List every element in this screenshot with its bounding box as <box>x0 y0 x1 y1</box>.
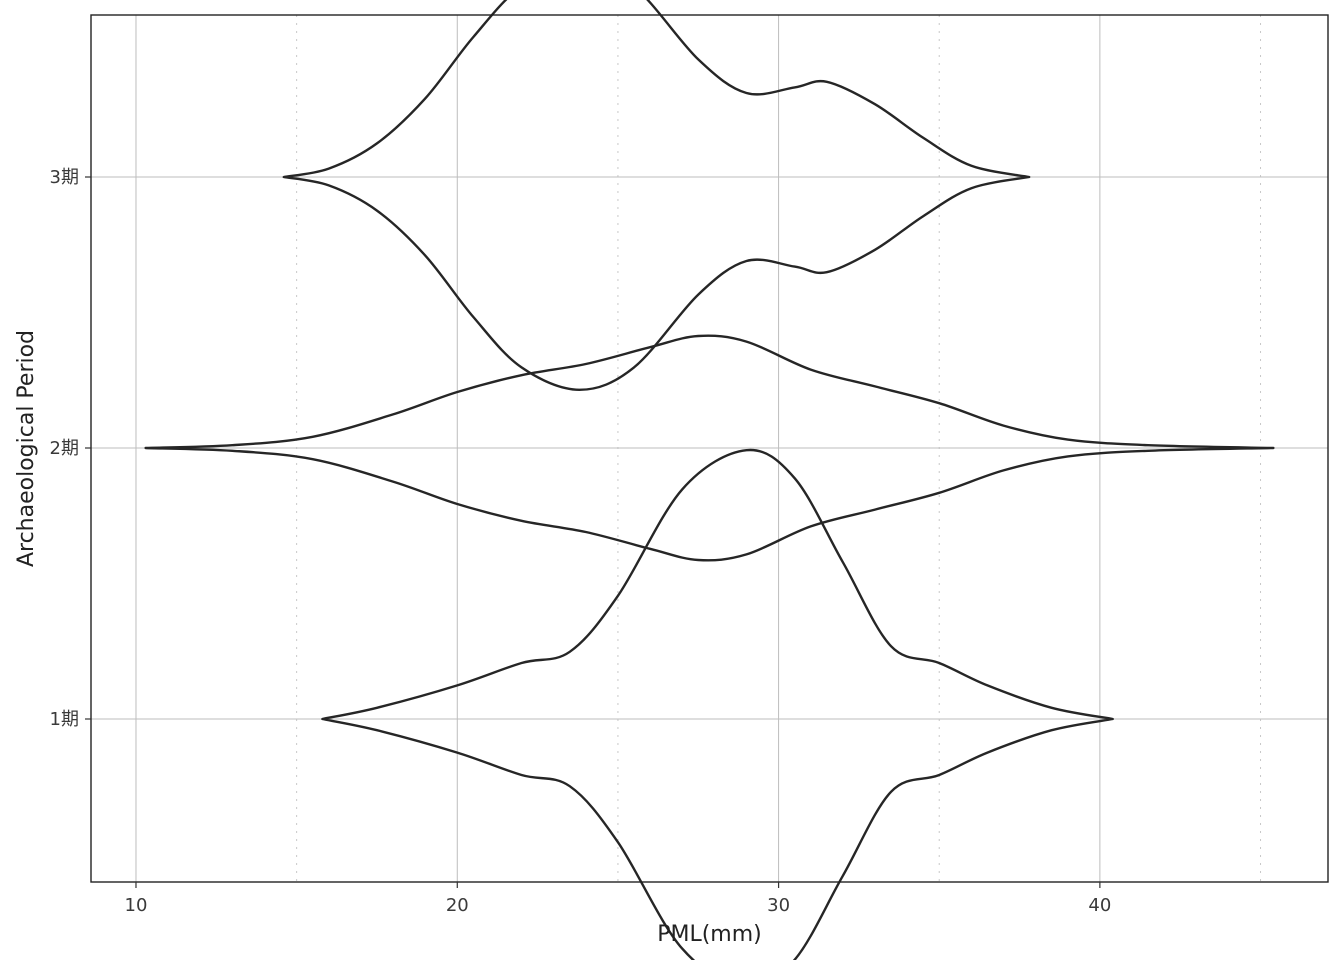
violin-layer <box>144 0 1275 965</box>
y-tick-label: 1期 <box>50 709 79 730</box>
tick-layer: 10 20 30 40 1期 2期 3期 <box>50 167 1112 916</box>
violin-1 <box>321 448 1114 965</box>
x-tick-label: 10 <box>125 895 148 916</box>
x-tick-label: 30 <box>767 895 790 916</box>
violin-2 <box>144 334 1275 562</box>
x-tick-label: 40 <box>1088 895 1111 916</box>
x-axis-title: PML(mm) <box>657 922 762 947</box>
violin-3 <box>282 0 1031 391</box>
y-tick-label: 2期 <box>50 438 79 459</box>
x-tick-label: 20 <box>446 895 469 916</box>
y-axis-title: Archaeological Period <box>14 330 39 567</box>
y-tick-label: 3期 <box>50 167 79 188</box>
